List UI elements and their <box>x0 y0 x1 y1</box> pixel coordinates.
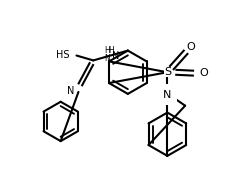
Text: N: N <box>112 51 119 61</box>
Text: H: H <box>109 46 114 55</box>
Text: O: O <box>187 42 195 52</box>
Text: N: N <box>67 86 74 96</box>
Text: HS: HS <box>56 49 69 60</box>
Text: H
N: H N <box>105 46 110 63</box>
Text: N: N <box>163 90 172 100</box>
Text: S: S <box>164 67 171 77</box>
Text: O: O <box>200 68 208 78</box>
